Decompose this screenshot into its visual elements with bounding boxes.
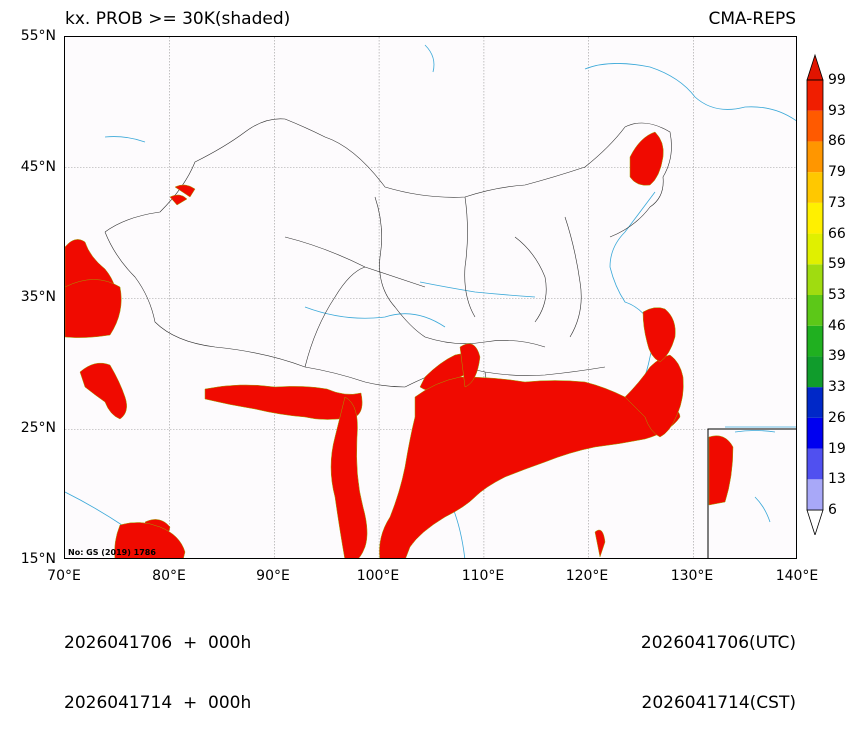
lon-label-140: 140°E (775, 568, 819, 584)
colorbar-label: 33 (828, 379, 846, 396)
colorbar-bin (807, 356, 823, 388)
footer-left: 2026041706 + 000h 2026041714 + 000h (64, 593, 251, 733)
colorbar-label: 86 (828, 133, 846, 150)
colorbar-bin (807, 295, 823, 326)
lon-label-130: 130°E (670, 568, 714, 584)
colorbar-label: 19 (828, 440, 846, 457)
chart-title: kx. PROB >= 30K(shaded) (65, 9, 291, 29)
lat-label-35: 35°N (20, 289, 56, 305)
colorbar-bin (807, 80, 823, 111)
lat-label-25: 25°N (20, 420, 56, 436)
colorbar-label: 53 (828, 287, 846, 303)
init-time-cst: 2026041714 + 000h (64, 693, 252, 713)
lon-label-90: 90°E (256, 568, 290, 584)
colorbar-bin (807, 264, 823, 295)
colorbar-bin (807, 202, 823, 234)
colorbar (806, 53, 824, 535)
colorbar-min-arrow (806, 509, 824, 535)
colorbar-label: 13 (828, 471, 846, 488)
colorbar-label: 26 (828, 409, 846, 426)
lon-label-70: 70°E (47, 568, 81, 584)
probability-shading (65, 131, 734, 558)
colorbar-label: 39 (828, 348, 846, 365)
colorbar-bin (807, 172, 823, 203)
colorbar-bin (807, 233, 823, 265)
colorbar-label: 73 (828, 194, 846, 211)
colorbar-label: 46 (828, 317, 846, 334)
footer-right: 2026041706(UTC) 2026041714(CST) (641, 593, 796, 733)
colorbar-outline (806, 79, 824, 511)
colorbar-bin (807, 417, 823, 449)
colorbar-bin (807, 387, 823, 418)
lon-label-100: 100°E (356, 568, 400, 584)
colorbar-label: 79 (828, 164, 846, 181)
lat-label-15: 15°N (20, 551, 56, 567)
colorbar-label: 66 (828, 225, 846, 242)
colorbar-bin (807, 110, 823, 142)
colorbar-bin (807, 479, 823, 510)
lon-label-80: 80°E (152, 568, 186, 584)
lat-label-45: 45°N (20, 159, 56, 175)
colorbar-bin (807, 141, 823, 173)
init-time-utc: 2026041706 + 000h (64, 633, 252, 653)
colorbar-bin (807, 448, 823, 480)
map-svg (65, 37, 796, 558)
colorbar-label: 93 (828, 102, 846, 119)
lon-label-120: 120°E (565, 568, 609, 584)
colorbar-label: 6 (828, 502, 837, 518)
colorbar-label: 59 (828, 256, 846, 273)
valid-time-cst: 2026041714(CST) (641, 693, 796, 713)
map-panel (64, 36, 797, 559)
inset-map (707, 428, 796, 558)
model-name: CMA-REPS (708, 9, 796, 29)
colorbar-label: 99 (828, 72, 846, 88)
lon-label-110: 110°E (461, 568, 505, 584)
colorbar-bin (807, 325, 823, 357)
map-approval-note: No: GS (2019) 1786 (68, 548, 156, 557)
lat-label-55: 55°N (20, 28, 56, 44)
colorbar-max-arrow (806, 53, 824, 81)
valid-time-utc: 2026041706(UTC) (640, 633, 796, 653)
